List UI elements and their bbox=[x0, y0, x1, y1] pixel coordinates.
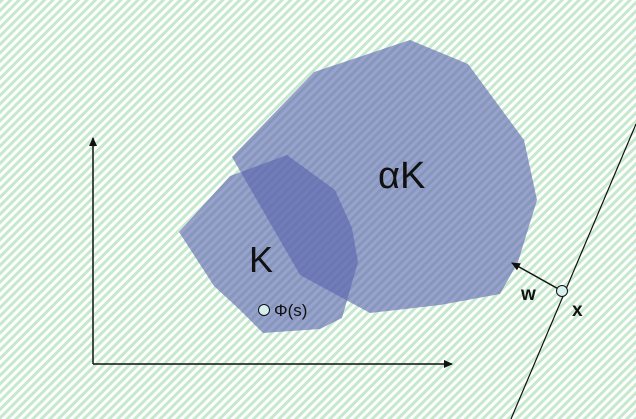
x-label: x bbox=[572, 300, 583, 321]
phi-s-label: Φ(s) bbox=[274, 301, 307, 320]
k-set bbox=[179, 155, 358, 333]
separating-hyperplane bbox=[510, 123, 636, 419]
w-vector-arrow bbox=[511, 262, 563, 292]
point-phi-marker bbox=[258, 304, 270, 316]
alpha-k-label: αK bbox=[378, 155, 425, 197]
k-label: K bbox=[249, 239, 273, 280]
point-x-marker bbox=[556, 285, 568, 297]
w-label: w bbox=[520, 284, 536, 305]
